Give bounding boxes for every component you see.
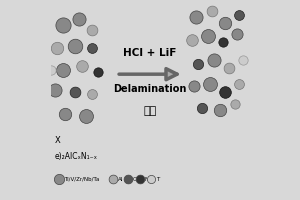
- Point: [56, 178, 61, 181]
- Point: [149, 178, 154, 181]
- Point: [72, 90, 77, 94]
- Point: [191, 84, 196, 88]
- Text: X: X: [55, 136, 60, 145]
- Point: [233, 102, 238, 106]
- Text: N: N: [145, 177, 149, 182]
- Point: [90, 29, 95, 32]
- Point: [76, 17, 81, 20]
- Point: [227, 67, 232, 70]
- Point: [235, 33, 240, 36]
- Text: Delamination: Delamination: [113, 84, 187, 94]
- Text: Al: Al: [118, 177, 123, 182]
- Text: 层离: 层离: [143, 106, 157, 116]
- Point: [80, 65, 85, 68]
- Point: [60, 69, 65, 72]
- Point: [209, 9, 214, 12]
- Point: [189, 39, 194, 42]
- Point: [207, 83, 212, 86]
- Point: [137, 178, 142, 181]
- Text: Ti/V/Zr/Nb/Ta: Ti/V/Zr/Nb/Ta: [64, 177, 99, 182]
- Point: [90, 47, 95, 50]
- Point: [72, 45, 77, 48]
- Text: T: T: [156, 177, 159, 182]
- Point: [193, 15, 198, 18]
- Point: [223, 21, 228, 24]
- Point: [52, 88, 57, 92]
- Point: [54, 47, 59, 50]
- Point: [199, 106, 204, 110]
- Point: [217, 108, 222, 112]
- Point: [241, 59, 246, 62]
- Point: [237, 13, 242, 16]
- Point: [126, 178, 130, 181]
- Text: e)₂AlCₓN₁₋ₓ: e)₂AlCₓN₁₋ₓ: [55, 152, 98, 161]
- Point: [223, 90, 228, 94]
- Point: [48, 69, 53, 72]
- Text: C: C: [133, 177, 137, 182]
- Point: [195, 63, 200, 66]
- Text: HCl + LiF: HCl + LiF: [123, 48, 177, 58]
- Point: [60, 23, 65, 26]
- Point: [111, 178, 116, 181]
- Point: [211, 59, 216, 62]
- Point: [96, 71, 101, 74]
- Point: [205, 35, 210, 38]
- Point: [221, 41, 226, 44]
- Point: [62, 112, 67, 116]
- Point: [90, 92, 95, 96]
- Point: [84, 114, 89, 117]
- Point: [237, 83, 242, 86]
